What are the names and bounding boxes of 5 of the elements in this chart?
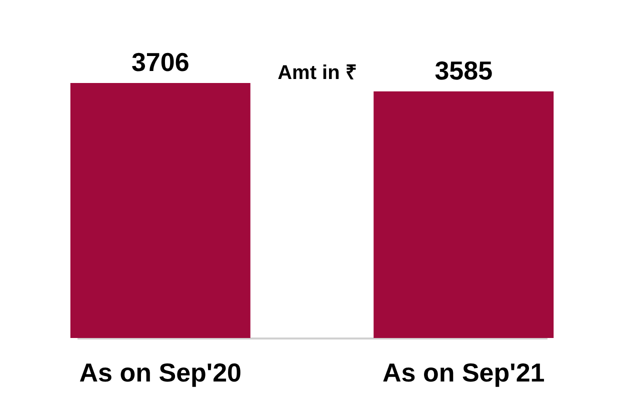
data-label: 3706	[131, 47, 190, 77]
x-tick-label: As on Sep'20	[79, 358, 242, 388]
x-tick-label: As on Sep'21	[382, 358, 545, 388]
data-label: 3585	[434, 55, 493, 86]
annotation: Amt in ₹	[278, 62, 356, 84]
